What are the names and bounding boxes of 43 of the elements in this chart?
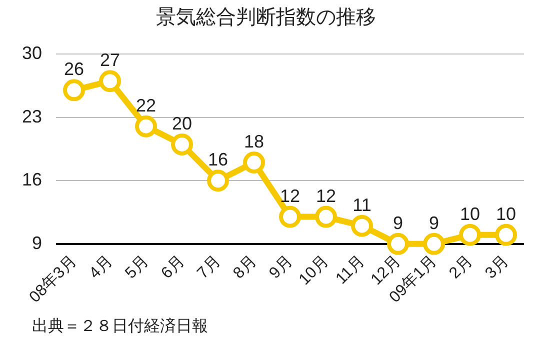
point <box>315 206 338 228</box>
point <box>171 133 194 156</box>
point <box>63 79 86 102</box>
x-tick-label: 3月 <box>482 252 512 282</box>
data-label: 11 <box>352 194 372 215</box>
point <box>495 224 517 246</box>
point <box>459 224 482 246</box>
x-tick-label: 6月 <box>158 252 188 282</box>
x-tick-label: 5月 <box>122 252 152 282</box>
y-tick-label: 16 <box>22 170 42 190</box>
data-label: 20 <box>172 113 192 134</box>
data-label: 22 <box>136 95 156 116</box>
data-label: 10 <box>496 204 516 224</box>
point <box>423 232 446 255</box>
point <box>135 115 158 138</box>
x-tick-label: 4月 <box>86 252 116 282</box>
data-label: 27 <box>100 50 120 70</box>
x-tick-label: 8月 <box>230 252 260 282</box>
data-label: 16 <box>208 150 228 170</box>
point <box>279 206 302 228</box>
point <box>351 214 374 237</box>
data-label: 10 <box>460 204 480 224</box>
y-tick-label: 30 <box>22 42 42 63</box>
data-label: 18 <box>244 131 264 152</box>
source-note: 出典＝２８日付経済日報 <box>32 316 208 337</box>
y-tick-label: 9 <box>32 232 42 253</box>
x-tick-label: 7月 <box>194 252 224 282</box>
chart-title: 景気総合判断指数の推移 <box>156 6 376 29</box>
point <box>243 152 266 174</box>
data-label: 9 <box>428 212 440 233</box>
x-tick-label: 08年3月 <box>26 252 80 306</box>
x-tick-label: 2月 <box>446 252 476 282</box>
data-label: 26 <box>64 59 84 80</box>
point <box>387 232 410 255</box>
x-tick-label: 10月 <box>296 252 332 289</box>
data-label: 12 <box>316 186 336 206</box>
data-label: 12 <box>280 186 300 206</box>
point <box>99 70 122 92</box>
x-tick-label: 11月 <box>332 252 368 288</box>
x-tick-label: 9月 <box>266 252 296 282</box>
data-label: 9 <box>393 212 404 233</box>
y-tick-label: 23 <box>22 106 42 126</box>
point <box>207 170 230 192</box>
